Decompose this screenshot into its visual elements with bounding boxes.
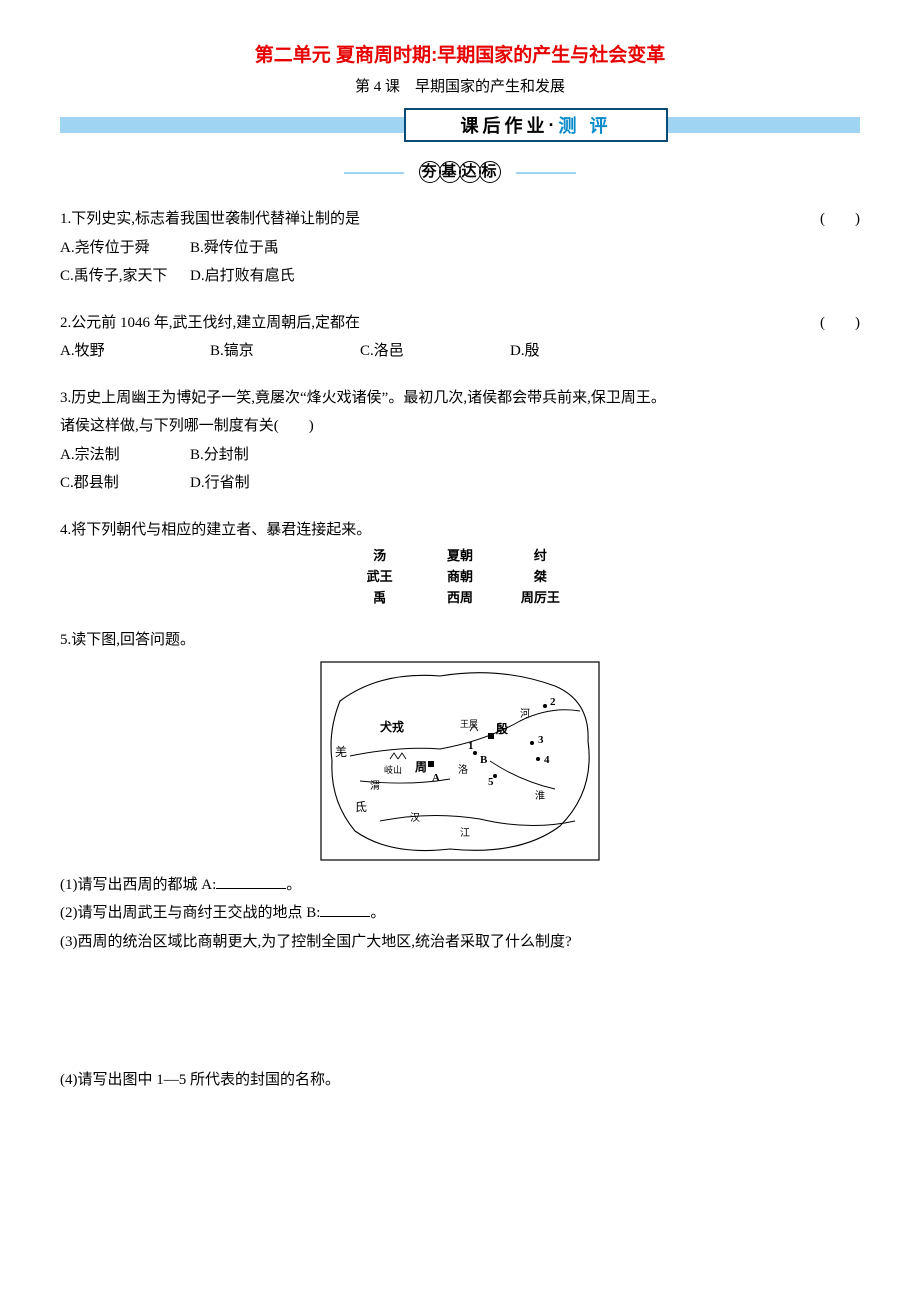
- section-char-1: 夯: [419, 161, 441, 183]
- map-num-1: 1: [468, 740, 474, 752]
- map-label-qishan: 岐山: [384, 764, 402, 775]
- blank-line: [320, 901, 370, 917]
- banner-text-blue: 测 评: [558, 112, 611, 138]
- banner-text-black: 课后作业: [460, 112, 548, 138]
- map-label-jiang: 江: [460, 827, 470, 839]
- question-3: 3.历史上周幽王为博妃子一笑,竟屡次“烽火戏诸侯”。最初几次,诸侯都会带兵前来,…: [60, 384, 860, 498]
- match-cell: 周厉王: [501, 588, 580, 609]
- q2-opt-a: A.牧野: [60, 337, 210, 366]
- banner-bar-left: [60, 117, 404, 133]
- q5-sub4: (4)请写出图中 1—5 所代表的封国的名称。: [60, 1066, 860, 1095]
- banner-bar-right: [668, 117, 860, 133]
- q3-opt-b: B.分封制: [190, 441, 320, 470]
- section-pill: 夯基达标: [60, 160, 860, 183]
- map-figure: 犬戎 羌 氐 周 殷 岐山 王屋 洛 河 渭 汉 淮 江 A B 1 2 3 4…: [320, 661, 600, 861]
- map-svg: 犬戎 羌 氐 周 殷 岐山 王屋 洛 河 渭 汉 淮 江 A B 1 2 3 4…: [320, 661, 600, 861]
- question-2: 2.公元前 1046 年,武王伐纣,建立周朝后,定都在 ( ) A.牧野 B.镐…: [60, 309, 860, 366]
- q1-paren: ( ): [820, 205, 860, 234]
- q3-line2: 诸侯这样做,与下列哪一制度有关( ): [60, 412, 860, 441]
- q5-sub2: (2)请写出周武王与商纣王交战的地点 B: 。: [60, 899, 860, 928]
- section-char-3: 达: [459, 161, 481, 183]
- q3-opt-c: C.郡县制: [60, 469, 190, 498]
- unit-title: 第二单元 夏商周时期:早期国家的产生与社会变革: [60, 40, 860, 67]
- map-label-di: 氐: [355, 800, 367, 814]
- map-label-luo: 洛: [458, 763, 468, 776]
- q3-line1: 3.历史上周幽王为博妃子一笑,竟屡次“烽火戏诸侯”。最初几次,诸侯都会带兵前来,…: [60, 384, 860, 413]
- q3-opt-d: D.行省制: [190, 469, 320, 498]
- map-label-yin: 殷: [496, 721, 509, 736]
- map-num-5: 5: [488, 776, 494, 788]
- match-cell: 商朝: [420, 567, 499, 588]
- map-num-2: 2: [550, 696, 556, 708]
- map-num-3: 3: [538, 734, 544, 746]
- q5-sub2-pre: (2)请写出周武王与商纣王交战的地点 B:: [60, 905, 320, 921]
- section-char-2: 基: [439, 161, 461, 183]
- q5-sub2-post: 。: [370, 905, 385, 921]
- map-label-huai: 淮: [535, 790, 545, 802]
- blank-line: [216, 873, 286, 889]
- map-label-B: B: [480, 754, 488, 766]
- map-label-quanrong: 犬戎: [380, 719, 404, 734]
- q5-stem: 5.读下图,回答问题。: [60, 626, 860, 655]
- map-label-he: 河: [520, 708, 530, 720]
- map-label-han: 汉: [410, 812, 420, 824]
- banner-dot: ·: [548, 115, 558, 136]
- q2-paren: ( ): [820, 309, 860, 338]
- match-cell: 桀: [501, 567, 580, 588]
- match-row: 汤 夏朝 纣: [340, 546, 580, 567]
- q5-sub3: (3)西周的统治区域比商朝更大,为了控制全国广大地区,统治者采取了什么制度?: [60, 928, 860, 957]
- match-cell: 西周: [420, 588, 499, 609]
- match-cell: 汤: [340, 546, 419, 567]
- map-num-4: 4: [544, 754, 550, 766]
- q1-opt-d: D.启打败有扈氏: [190, 262, 320, 291]
- match-row: 武王 商朝 桀: [340, 567, 580, 588]
- q3-opt-a: A.宗法制: [60, 441, 190, 470]
- match-row: 禹 西周 周厉王: [340, 588, 580, 609]
- question-4: 4.将下列朝代与相应的建立者、暴君连接起来。 汤 夏朝 纣 武王 商朝 桀 禹 …: [60, 516, 860, 609]
- banner-box: 课后作业 · 测 评: [404, 108, 668, 142]
- q5-sub1-post: 。: [286, 877, 301, 893]
- map-label-qiang: 羌: [335, 745, 347, 759]
- q5-sub1-pre: (1)请写出西周的都城 A:: [60, 877, 216, 893]
- q1-opt-c: C.禹传子,家天下: [60, 262, 190, 291]
- q4-stem: 4.将下列朝代与相应的建立者、暴君连接起来。: [60, 516, 860, 545]
- q5-sub1: (1)请写出西周的都城 A: 。: [60, 871, 860, 900]
- match-cell: 纣: [501, 546, 580, 567]
- map-label-wei: 渭: [370, 780, 380, 792]
- q2-opt-b: B.镐京: [210, 337, 360, 366]
- question-5: 5.读下图,回答问题。: [60, 626, 860, 1095]
- match-cell: 禹: [340, 588, 419, 609]
- section-char-4: 标: [479, 161, 501, 183]
- map-label-zhou: 周: [415, 760, 427, 774]
- map-label-A: A: [432, 772, 440, 784]
- match-cell: 武王: [340, 567, 419, 588]
- question-1: 1.下列史实,标志着我国世袭制代替禅让制的是 ( ) A.尧传位于舜 B.舜传位…: [60, 205, 860, 291]
- q1-opt-b: B.舜传位于禹: [190, 234, 320, 263]
- match-cell: 夏朝: [420, 546, 499, 567]
- q2-opt-c: C.洛邑: [360, 337, 510, 366]
- q1-opt-a: A.尧传位于舜: [60, 234, 190, 263]
- q2-opt-d: D.殷: [510, 337, 660, 366]
- q2-stem: 2.公元前 1046 年,武王伐纣,建立周朝后,定都在: [60, 309, 360, 338]
- homework-banner: 课后作业 · 测 评: [60, 108, 860, 142]
- q4-match-box: 汤 夏朝 纣 武王 商朝 桀 禹 西周 周厉王: [340, 546, 580, 608]
- q1-stem: 1.下列史实,标志着我国世袭制代替禅让制的是: [60, 205, 360, 234]
- map-label-wangwu: 王屋: [460, 719, 478, 729]
- lesson-title: 第 4 课 早期国家的产生和发展: [60, 75, 860, 96]
